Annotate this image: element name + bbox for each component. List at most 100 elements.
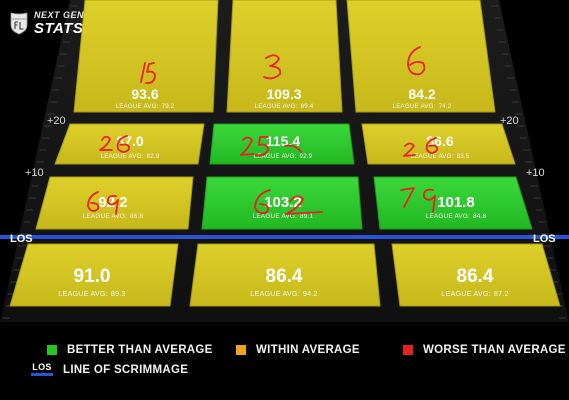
zone-league-avg-behind-left: LEAGUE AVG: 89.3 xyxy=(58,289,125,298)
annotation-intermediate-left xyxy=(99,135,130,153)
los-badge-line xyxy=(31,373,53,376)
annotation-short-left xyxy=(87,191,119,215)
annotation-deep-middle xyxy=(263,54,282,80)
legend-worse: WORSE THAN AVERAGE xyxy=(403,344,566,356)
zone-tile-deep-middle xyxy=(226,0,343,113)
zone-league-avg-deep-middle: LEAGUE AVG: 89.4 xyxy=(255,103,314,110)
line-of-scrimmage xyxy=(0,235,569,239)
legend-label-within: WITHIN AVERAGE xyxy=(256,344,360,356)
annotation-short-right xyxy=(400,187,436,213)
legend-label-better: BETTER THAN AVERAGE xyxy=(67,344,213,356)
league-avg-value: 83.5 xyxy=(457,153,470,160)
zone-league-avg-behind-middle: LEAGUE AVG: 94.2 xyxy=(250,289,317,298)
zone-league-avg-deep-left: LEAGUE AVG: 79.2 xyxy=(116,103,175,110)
zone-league-avg-intermediate-left: LEAGUE AVG: 82.9 xyxy=(101,153,160,160)
zone-value-behind-left: 91.0 xyxy=(74,266,111,287)
zone-value-short-right: 101.8 xyxy=(437,194,475,211)
yard-label-left-plus20: +20 xyxy=(47,115,66,127)
league-avg-value: 92.9 xyxy=(300,153,313,160)
league-avg-prefix: LEAGUE AVG: xyxy=(250,289,300,298)
yard-label-right-plus10: +10 xyxy=(526,167,545,179)
next-gen-stats-logo: NEXT GEN STATS xyxy=(9,10,84,36)
league-avg-prefix: LEAGUE AVG: xyxy=(426,213,470,220)
league-avg-value: 86.8 xyxy=(130,213,143,220)
zone-tile-intermediate-left xyxy=(54,123,205,165)
zone-league-avg-short-right: LEAGUE AVG: 84.8 xyxy=(426,213,487,220)
zone-tile-short-middle xyxy=(201,176,363,230)
logo-wordmark: NEXT GEN STATS xyxy=(34,9,85,37)
logo-line-2: STATS xyxy=(34,19,84,37)
zone-behind-middle: 86.4 LEAGUE AVG: 94.2 xyxy=(189,243,381,307)
yard-label-left-plus10: +10 xyxy=(25,167,44,179)
los-label-right: LOS xyxy=(533,233,556,245)
league-avg-value: 94.2 xyxy=(303,289,318,298)
legend: BETTER THAN AVERAGE WITHIN AVERAGE WORSE… xyxy=(0,330,569,400)
league-avg-prefix: LEAGUE AVG: xyxy=(393,103,436,110)
legend-los: LOS LINE OF SCRIMMAGE xyxy=(31,363,188,376)
zone-value-behind-middle: 86.4 xyxy=(266,266,303,287)
zone-league-avg-intermediate-middle: LEAGUE AVG: 92.9 xyxy=(254,153,313,160)
zone-value-intermediate-left: 87.0 xyxy=(116,133,143,149)
zone-value-behind-right: 86.4 xyxy=(457,266,494,287)
zone-league-avg-short-left: LEAGUE AVG: 86.8 xyxy=(83,213,144,220)
annotation-short-middle xyxy=(254,189,323,215)
zone-value-deep-right: 84.2 xyxy=(408,86,435,102)
zone-value-deep-middle: 109.3 xyxy=(266,86,301,102)
league-avg-prefix: LEAGUE AVG: xyxy=(253,213,297,220)
legend-swatch-worse xyxy=(403,345,413,355)
zone-league-avg-deep-right: LEAGUE AVG: 74.2 xyxy=(393,103,452,110)
league-avg-prefix: LEAGUE AVG: xyxy=(83,213,127,220)
zone-tile-behind-right xyxy=(391,243,561,307)
yard-label-right-plus20: +20 xyxy=(500,115,519,127)
league-avg-value: 74.2 xyxy=(439,103,452,110)
league-avg-value: 82.9 xyxy=(147,153,160,160)
annotation-deep-right xyxy=(407,46,426,76)
league-avg-prefix: LEAGUE AVG: xyxy=(255,103,298,110)
annotation-intermediate-right xyxy=(403,137,438,157)
league-avg-value: 84.8 xyxy=(473,213,486,220)
zone-tile-behind-left xyxy=(9,243,179,307)
zone-intermediate-left: 87.0 LEAGUE AVG: 82.9 xyxy=(54,123,205,165)
zone-league-avg-behind-right: LEAGUE AVG: 87.2 xyxy=(441,289,508,298)
zone-value-short-left: 92.2 xyxy=(98,194,127,211)
los-badge-icon: LOS xyxy=(31,363,53,376)
league-avg-value: 89.1 xyxy=(300,213,313,220)
league-avg-prefix: LEAGUE AVG: xyxy=(58,289,108,298)
legend-swatch-better xyxy=(47,345,57,355)
league-avg-value: 87.2 xyxy=(494,289,509,298)
handwritten-annotations xyxy=(87,46,438,215)
zone-tile-deep-right xyxy=(346,0,496,113)
league-avg-value: 89.4 xyxy=(301,103,314,110)
legend-within: WITHIN AVERAGE xyxy=(236,344,360,356)
annotation-deep-left xyxy=(140,62,156,85)
legend-label-los: LINE OF SCRIMMAGE xyxy=(63,363,189,376)
los-badge-text: LOS xyxy=(32,362,52,372)
los-label-left: LOS xyxy=(10,233,33,245)
league-avg-prefix: LEAGUE AVG: xyxy=(101,153,144,160)
zone-tile-intermediate-right xyxy=(361,123,516,165)
legend-background xyxy=(0,322,569,400)
annotation-intermediate-middle xyxy=(240,136,302,157)
league-avg-prefix: LEAGUE AVG: xyxy=(441,289,491,298)
zone-behind-right: 86.4 LEAGUE AVG: 87.2 xyxy=(391,243,561,307)
league-avg-prefix: LEAGUE AVG: xyxy=(116,103,159,110)
zone-league-avg-intermediate-right: LEAGUE AVG: 83.5 xyxy=(411,153,470,160)
legend-swatch-within xyxy=(236,345,246,355)
league-avg-value: 79.2 xyxy=(162,103,175,110)
nfl-shield-icon xyxy=(10,12,28,35)
league-avg-prefix: LEAGUE AVG: xyxy=(254,153,297,160)
zone-league-avg-short-middle: LEAGUE AVG: 89.1 xyxy=(253,213,314,220)
zone-tile-behind-middle xyxy=(189,243,381,307)
legend-better: BETTER THAN AVERAGE xyxy=(47,344,213,356)
league-avg-value: 89.3 xyxy=(111,289,126,298)
zone-value-deep-left: 93.6 xyxy=(131,86,158,102)
zone-behind-left: 91.0 LEAGUE AVG: 89.3 xyxy=(9,243,179,307)
logo-line-1: NEXT GEN xyxy=(34,9,85,20)
